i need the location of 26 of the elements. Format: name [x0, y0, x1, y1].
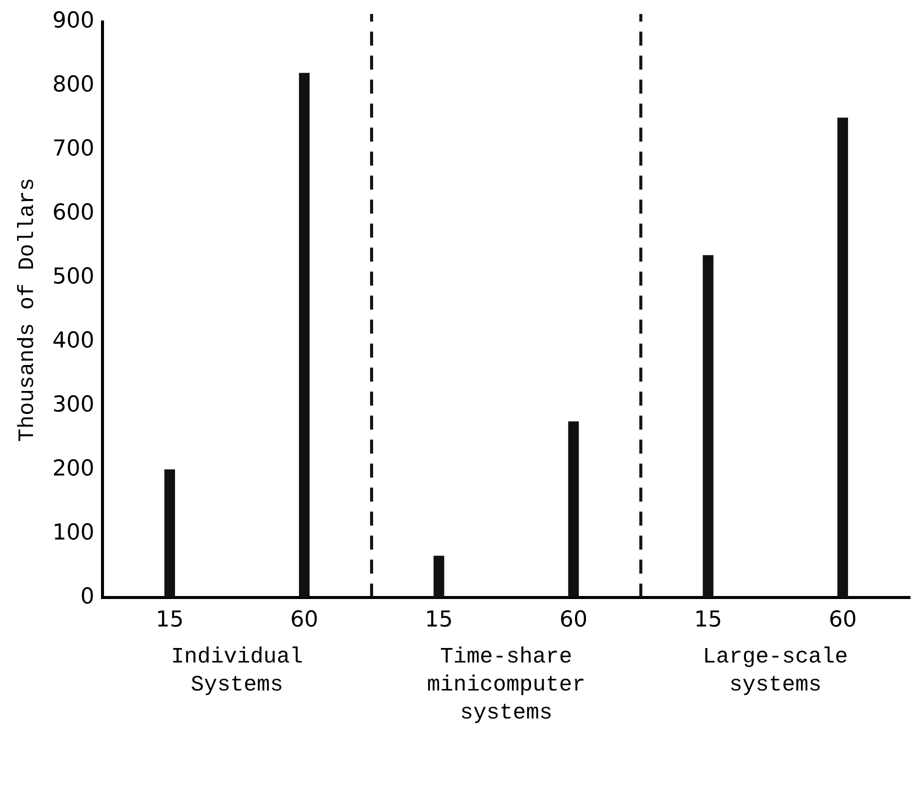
bar — [164, 469, 176, 598]
y-tick-label: 400 — [52, 328, 94, 354]
y-tick-label: 900 — [52, 8, 94, 34]
bar — [298, 72, 310, 598]
text: Large-scale systems — [702, 644, 848, 698]
y-tick-label: 100 — [52, 520, 94, 546]
y-tick-label: 800 — [52, 72, 94, 98]
bar — [434, 556, 444, 598]
y-tick-label: 600 — [52, 200, 94, 226]
x-tick-label: 60 — [290, 608, 318, 633]
y-axis-title: Thousands of Dollars — [15, 178, 40, 442]
y-tick-label: 200 — [52, 456, 94, 482]
bar — [702, 255, 714, 598]
x-tick-label: 60 — [828, 608, 857, 633]
bar — [568, 421, 579, 598]
y-tick-label: 300 — [52, 392, 94, 418]
x-tick-label: 15 — [424, 608, 453, 633]
x-tick-label: 15 — [694, 608, 722, 633]
bar — [837, 118, 848, 598]
y-tick-label: 700 — [52, 136, 94, 162]
text: Time-share minicomputer systems — [426, 644, 586, 726]
text: Individual Systems — [170, 644, 304, 698]
x-tick-label: 60 — [559, 608, 588, 633]
y-tick-label: 0 — [80, 584, 94, 610]
x-tick-label: 15 — [156, 608, 184, 633]
y-tick-label: 500 — [52, 264, 94, 290]
